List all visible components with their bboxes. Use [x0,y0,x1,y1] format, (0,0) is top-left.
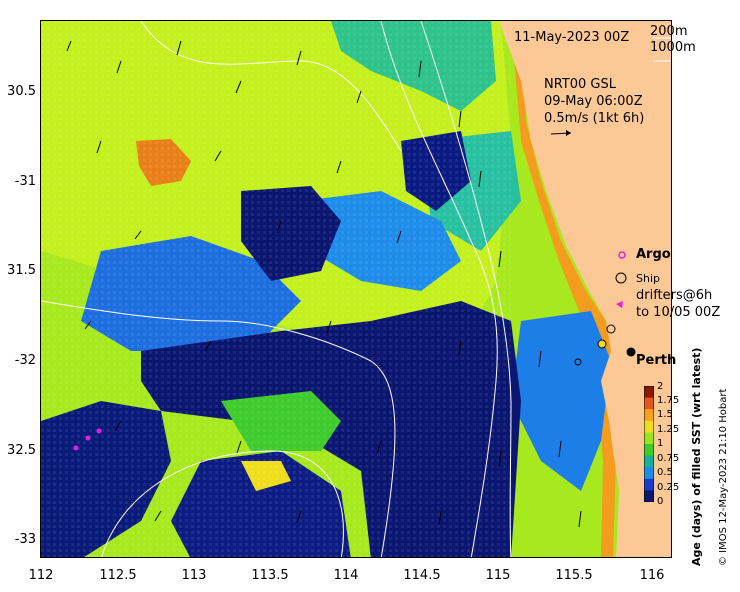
colorbar-tick: 1 [657,438,664,449]
y-tick-label: 30.5 [7,84,36,99]
colorbar-segments [644,386,654,502]
date-label: 11-May-2023 00Z [514,30,630,45]
contour-1000m [420,21,512,557]
contour-south-loop [101,450,344,557]
colorbar-tick: 0.75 [657,453,680,464]
colorbar-segment [644,455,654,468]
colorbar-segment [644,444,654,457]
x-tick-label: 114.5 [403,568,441,583]
x-tick-label: 116 [639,568,665,583]
y-tick-label: 32.5 [7,443,36,458]
x-tick-label: 114 [333,568,359,583]
x-tick-label: 115.5 [555,568,593,583]
ship-track-2 [597,339,607,349]
ship-track-3 [574,358,582,366]
current-source-label: NRT00 GSL [544,77,616,92]
argo-float-1 [73,445,79,451]
colorbar [644,386,654,502]
ship-legend-label: Ship [636,272,660,285]
contour-deep [140,21,402,152]
credit-label: © IMOS 12-May-2023 21:10 Hobart [718,388,729,566]
current-vectors [66,40,582,528]
colorbar-segment [644,386,654,399]
argo-legend-label: Argo [636,247,671,262]
y-tick-label: -31 [14,174,36,189]
x-tick-label: 115 [485,568,511,583]
x-tick-label: 113 [181,568,207,583]
colorbar-tick: 0.5 [657,467,673,478]
colorbar-segment [644,467,654,480]
sst-age-map[interactable] [41,21,672,558]
contour-offshore [41,300,396,557]
y-tick-label: 31.5 [7,263,36,278]
map-frame[interactable] [40,20,672,558]
colorbar-tick: 0 [657,496,664,507]
x-tick-label: 113.5 [251,568,289,583]
ship-track-1 [606,324,616,334]
y-tick-label: -33 [14,532,36,547]
land-australia [499,21,671,557]
argo-float-3 [96,428,102,434]
x-tick-label: 112.5 [99,568,137,583]
colorbar-title: Age (days) of filled SST (wrt latest) [690,347,703,566]
colorbar-tick: 1.25 [657,424,680,435]
drifters-legend-time: to 10/05 00Z [636,305,721,320]
colorbar-segment [644,397,654,410]
argo-float-2 [85,435,91,441]
colorbar-tick: 2 [657,381,664,392]
pixel-texture [41,21,511,557]
ship-marker [615,272,627,284]
colorbar-segment [644,432,654,445]
blue-region-coastal [511,311,611,491]
y-tick-label: -32 [14,353,36,368]
colorbar-segment [644,490,654,502]
current-scale-label: 0.5m/s (1kt 6h) [544,111,645,126]
depth-label-1000m: 1000m [650,40,696,55]
colorbar-tick: 1.75 [657,395,680,406]
perth-label: Perth [636,353,677,368]
x-tick-label: 112 [28,568,54,583]
colorbar-segment [644,478,654,491]
colorbar-tick: 1.5 [657,409,673,420]
drifter-marker [616,301,623,308]
drifters-legend-label: drifters@6h [636,288,713,303]
argo-marker [618,251,626,259]
colorbar-segment [644,420,654,433]
current-time-label: 09-May 06:00Z [544,94,643,109]
perth-marker [626,347,636,357]
colorbar-tick: 0.25 [657,482,680,493]
scale-arrow-head [566,130,571,136]
colorbar-segment [644,409,654,422]
contour-200m [380,21,498,557]
depth-label-200m: 200m [650,24,688,39]
